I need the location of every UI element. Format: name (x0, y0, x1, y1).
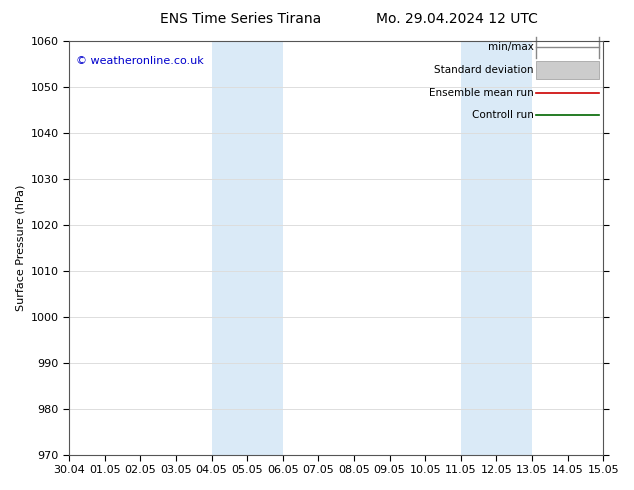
Bar (247, 41, 283, 455)
Bar (212, 41, 247, 455)
Text: Mo. 29.04.2024 12 UTC: Mo. 29.04.2024 12 UTC (375, 12, 538, 26)
Text: ENS Time Series Tirana: ENS Time Series Tirana (160, 12, 321, 26)
Y-axis label: Surface Pressure (hPa): Surface Pressure (hPa) (15, 185, 25, 311)
Text: Controll run: Controll run (472, 110, 534, 121)
Bar (496, 41, 532, 455)
Bar (536, 61, 600, 79)
Text: Standard deviation: Standard deviation (434, 65, 534, 75)
Bar (461, 41, 496, 455)
Text: © weatheronline.co.uk: © weatheronline.co.uk (75, 55, 204, 66)
Text: min/max: min/max (488, 42, 534, 52)
Text: Ensemble mean run: Ensemble mean run (429, 88, 534, 98)
